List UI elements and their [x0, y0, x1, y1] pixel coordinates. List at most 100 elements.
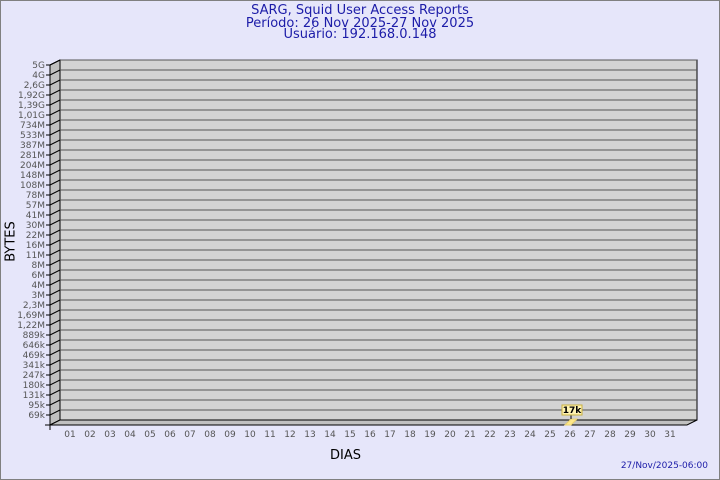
- gridline-side: [49, 329, 61, 336]
- gridline-side: [49, 179, 61, 186]
- y-tick-label: 281M: [20, 151, 45, 161]
- y-tick-label: 5G: [32, 61, 45, 71]
- gridline-side: [49, 99, 61, 106]
- x-tick-label: 15: [344, 430, 355, 440]
- x-tick-label: 27: [584, 430, 595, 440]
- x-axis-label: DIAS: [330, 448, 361, 463]
- x-tick-label: 06: [164, 430, 176, 440]
- y-tick-label: 57M: [26, 201, 45, 211]
- y-tick-label: 1,01G: [18, 111, 45, 121]
- x-tick-label: 10: [244, 430, 256, 440]
- y-tick-label: 41M: [26, 211, 45, 221]
- gridline-side: [49, 199, 61, 206]
- x-tick-label: 20: [444, 430, 456, 440]
- y-tick-label: 16M: [26, 241, 45, 251]
- x-tick-label: 23: [504, 430, 515, 440]
- chart-subtitle-period: Período: 26 Nov 2025-27 Nov 2025: [245, 16, 475, 31]
- y-tick-label: 8M: [32, 261, 46, 271]
- gridline-side: [49, 349, 61, 356]
- gridline-side: [49, 229, 61, 236]
- y-tick-label: 1,39G: [18, 101, 45, 111]
- x-tick-label: 24: [524, 430, 536, 440]
- gridline-side: [49, 359, 61, 366]
- gridline-side: [49, 59, 61, 66]
- gridline-side: [49, 259, 61, 266]
- x-tick-label: 30: [644, 430, 656, 440]
- bar-data-label: 17k: [563, 406, 583, 416]
- y-axis-label: BYTES: [3, 221, 19, 262]
- gridline-side: [49, 249, 61, 256]
- y-tick-label: 387M: [20, 141, 45, 151]
- y-tick-label: 204M: [20, 161, 45, 171]
- gridline-side: [49, 159, 61, 166]
- x-tick-label: 26: [564, 430, 576, 440]
- y-tick-label: 30M: [26, 221, 45, 231]
- gridline-side: [49, 239, 61, 246]
- x-tick-label: 03: [104, 430, 115, 440]
- gridline-side: [49, 149, 61, 156]
- chart-title: SARG, Squid User Access Reports: [251, 3, 469, 18]
- x-tick-label: 07: [184, 430, 195, 440]
- x-tick-label: 21: [464, 430, 475, 440]
- gridline-side: [49, 79, 61, 86]
- gridline-side: [49, 209, 61, 216]
- gridline-side: [49, 219, 61, 226]
- x-tick-label: 13: [304, 430, 315, 440]
- y-tick-label: 734M: [20, 121, 45, 131]
- y-tick-label: 108M: [20, 181, 45, 191]
- gridline-side: [49, 369, 61, 376]
- gridline-side: [49, 69, 61, 76]
- gridline-side: [49, 129, 61, 136]
- gridline-side: [49, 389, 61, 396]
- x-tick-label: 11: [264, 430, 275, 440]
- x-tick-label: 01: [64, 430, 75, 440]
- y-tick-label: 78M: [26, 191, 45, 201]
- gridline-side: [49, 319, 61, 326]
- x-tick-label: 19: [424, 430, 436, 440]
- y-tick-label: 148M: [20, 171, 45, 181]
- x-tick-label: 31: [664, 430, 675, 440]
- x-tick-label: 05: [144, 430, 155, 440]
- gridline-side: [49, 289, 61, 296]
- gridline-side: [49, 89, 61, 96]
- x-tick-label: 02: [84, 430, 95, 440]
- x-tick-label: 14: [324, 430, 336, 440]
- x-tick-label: 09: [224, 430, 236, 440]
- x-tick-label: 16: [364, 430, 376, 440]
- x-tick-label: 08: [204, 430, 216, 440]
- gridline-side: [49, 269, 61, 276]
- x-tick-label: 25: [544, 430, 555, 440]
- gridline-side: [49, 139, 61, 146]
- gridline-side: [49, 409, 61, 416]
- x-tick-label: 12: [284, 430, 295, 440]
- y-tick-label: 4M: [32, 281, 46, 291]
- y-tick-label: 889k: [23, 331, 46, 341]
- y-tick-label: 6M: [32, 271, 46, 281]
- gridline-side: [49, 109, 61, 116]
- y-tick-label: 469k: [23, 351, 46, 361]
- y-tick-label: 69k: [28, 411, 45, 421]
- y-tick-label: 131k: [23, 391, 46, 401]
- gridline-side: [49, 189, 61, 196]
- gridline-side: [49, 299, 61, 306]
- y-tick-label: 1,22M: [17, 321, 45, 331]
- gridline-side: [49, 119, 61, 126]
- gridline-side: [49, 399, 61, 406]
- x-tick-label: 28: [604, 430, 616, 440]
- y-tick-label: 2,3M: [23, 301, 45, 311]
- gridline-side: [49, 169, 61, 176]
- y-tick-label: 1,69M: [17, 311, 45, 321]
- y-tick-label: 1,92G: [18, 91, 45, 101]
- gridline-side: [49, 379, 61, 386]
- y-tick-label: 341k: [23, 361, 46, 371]
- floor: [49, 419, 698, 426]
- y-tick-label: 95k: [28, 401, 45, 411]
- y-tick-label: 2,6G: [24, 81, 45, 91]
- y-tick-label: 180k: [23, 381, 46, 391]
- y-tick-label: 11M: [26, 251, 45, 261]
- timestamp: 27/Nov/2025-06:00: [620, 461, 708, 471]
- chart-subtitle-user: Usuário: 192.168.0.148: [283, 27, 437, 42]
- gridline-side: [49, 309, 61, 316]
- y-tick-label: 646k: [23, 341, 46, 351]
